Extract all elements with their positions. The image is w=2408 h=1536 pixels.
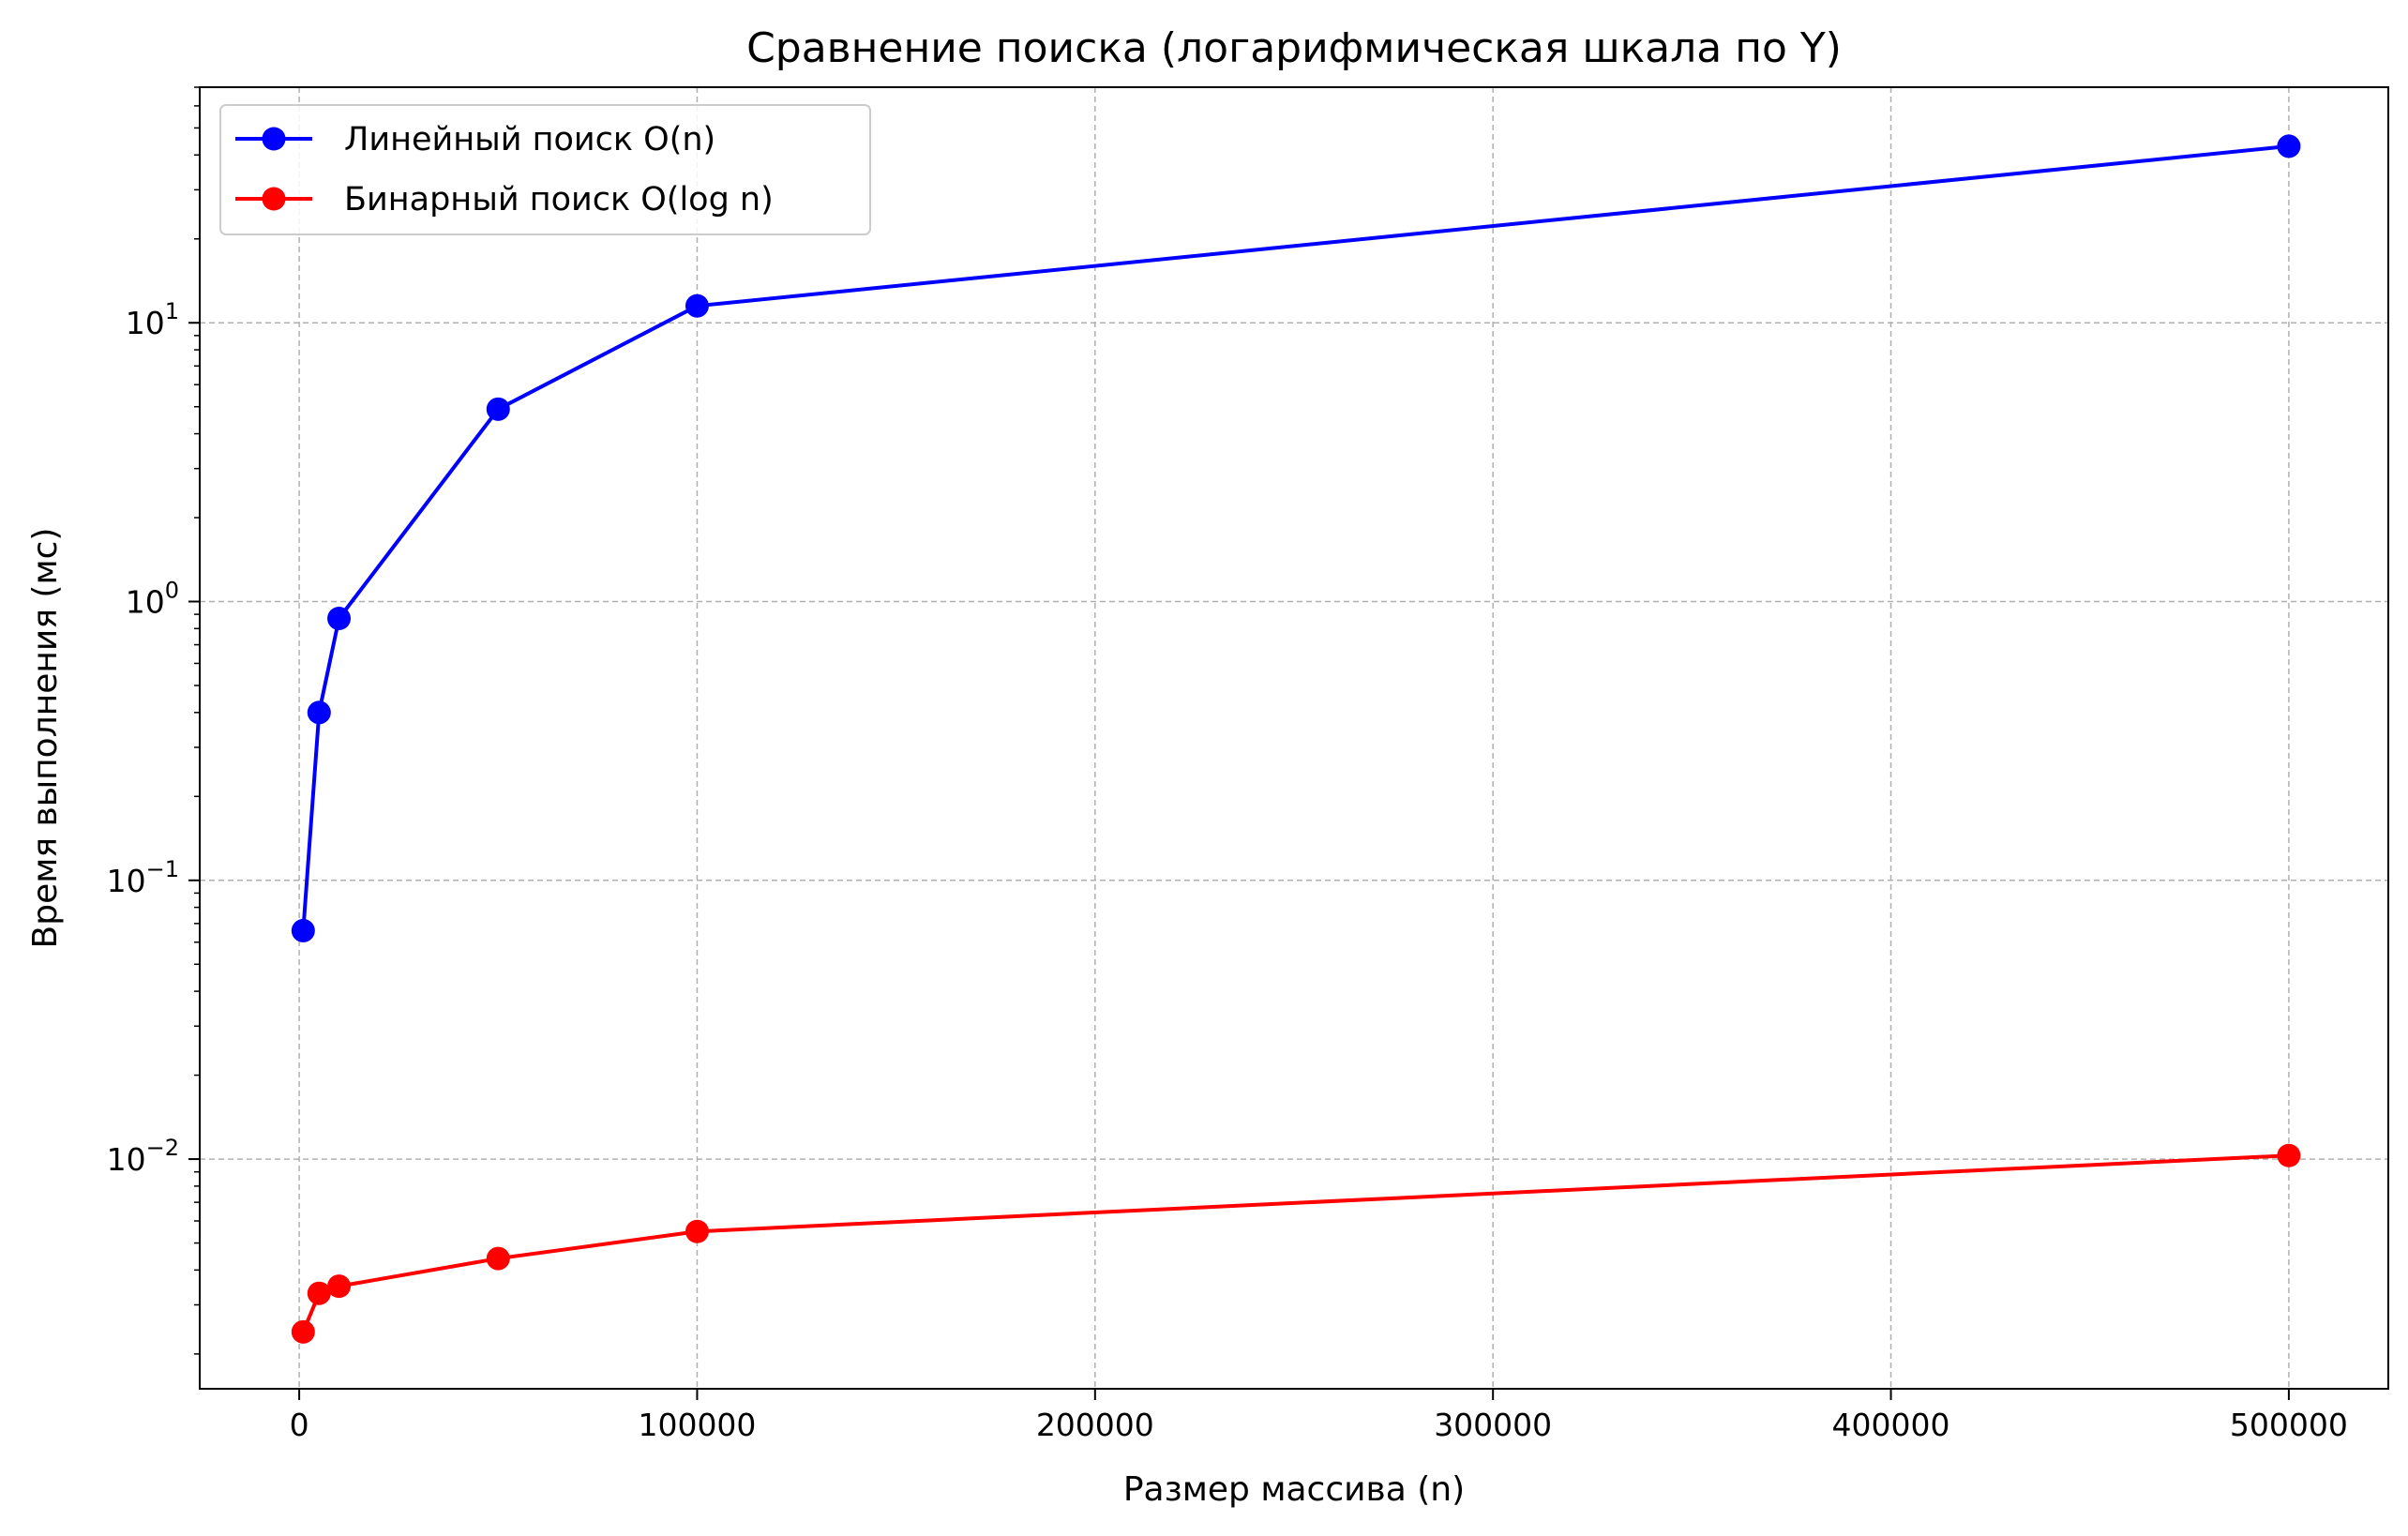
data-point [2277,134,2301,158]
chart-title: Сравнение поиска (логарифмическая шкала … [746,24,1842,72]
y-tick-label: 100 [126,578,179,621]
data-point [291,918,315,942]
x-tick-label: 400000 [1832,1407,1950,1443]
data-point [327,1274,352,1299]
data-point [307,1281,331,1305]
series-line [301,143,2290,931]
y-tick-base: 10 [107,863,146,899]
legend-item: Линейный поиск O(n) [235,121,715,158]
legend-label: Линейный поиск O(n) [344,121,715,158]
grid [200,87,2388,1389]
data-point [307,700,331,725]
legend-label: Бинарный поиск O(log n) [344,181,774,218]
x-tick-label: 300000 [1434,1407,1552,1443]
ticks: 0 100000 200000 300000 400000 50000010−210−11… [107,86,2348,1443]
y-tick-label: 10−1 [107,856,179,899]
legend-swatch-marker [262,127,286,151]
x-tick-label: 0 [290,1407,309,1443]
y-tick-base: 10 [126,584,165,621]
y-tick-exponent: −2 [146,1135,179,1161]
y-tick-base: 10 [107,1141,146,1178]
data-point [486,1246,510,1271]
y-tick-exponent: 1 [165,298,179,324]
series-2 [291,1143,2301,1344]
data-point [685,294,709,318]
y-tick-label: 101 [126,298,179,341]
data-point [327,606,352,630]
y-tick-base: 10 [126,305,165,341]
data-point [685,1219,709,1243]
series-layer [291,134,2301,1344]
data-point [2277,1143,2301,1167]
legend: Линейный поиск O(n) Бинарный поиск O(log … [219,104,871,235]
data-point [486,397,510,421]
x-tick-label: 200000 [1036,1407,1154,1443]
x-tick-label: 100000 [638,1407,756,1443]
x-tick-label: 500000 [2230,1407,2348,1443]
legend-swatch-marker [262,187,286,211]
y-tick-exponent: −1 [146,856,179,882]
y-tick-exponent: 0 [165,578,179,604]
legend-item: Бинарный поиск O(log n) [235,181,774,218]
data-point [291,1319,315,1344]
legend-box [219,104,871,235]
series-1 [291,134,2301,942]
y-axis-label: Время выполнения (мс) [26,528,65,949]
x-axis-label: Размер массива (n) [1123,1470,1465,1509]
y-tick-label: 10−2 [107,1135,179,1178]
plot-frame [199,86,2389,1390]
